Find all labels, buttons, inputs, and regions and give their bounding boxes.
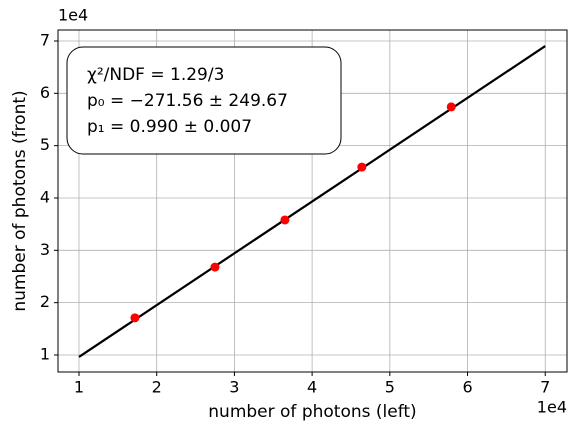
x-tick-label: 5 — [385, 378, 395, 397]
y-tick-label: 5 — [40, 135, 50, 154]
y-tick-label: 6 — [40, 83, 50, 102]
x-tick-label: 4 — [307, 378, 317, 397]
y-offset-label: 1e4 — [58, 6, 88, 25]
x-axis-label: number of photons (left) — [208, 402, 416, 422]
x-tick-label: 3 — [229, 378, 239, 397]
x-tick-label: 2 — [152, 378, 162, 397]
y-tick-label: 1 — [40, 344, 50, 363]
x-offset-label: 1e4 — [537, 398, 567, 417]
annotation-text: p₀ = −271.56 ± 249.67 — [87, 91, 288, 111]
x-tick-label: 6 — [462, 378, 472, 397]
x-tick-label: 7 — [540, 378, 550, 397]
data-point — [446, 102, 456, 112]
data-point — [357, 162, 367, 172]
y-tick-label: 3 — [40, 240, 50, 259]
data-point — [210, 262, 220, 272]
y-axis-label: number of photons (front) — [10, 90, 30, 311]
y-tick-label: 2 — [40, 292, 50, 311]
data-point — [130, 313, 140, 323]
x-tick-label: 1 — [74, 378, 84, 397]
fit-line — [78, 45, 546, 358]
data-point — [280, 215, 290, 225]
annotation-text: χ²/NDF = 1.29/3 — [87, 65, 224, 85]
annotation-box — [66, 46, 342, 155]
y-tick-label: 4 — [40, 187, 50, 206]
annotation-text: p₁ = 0.990 ± 0.007 — [87, 117, 252, 137]
y-tick-label: 7 — [40, 30, 50, 49]
